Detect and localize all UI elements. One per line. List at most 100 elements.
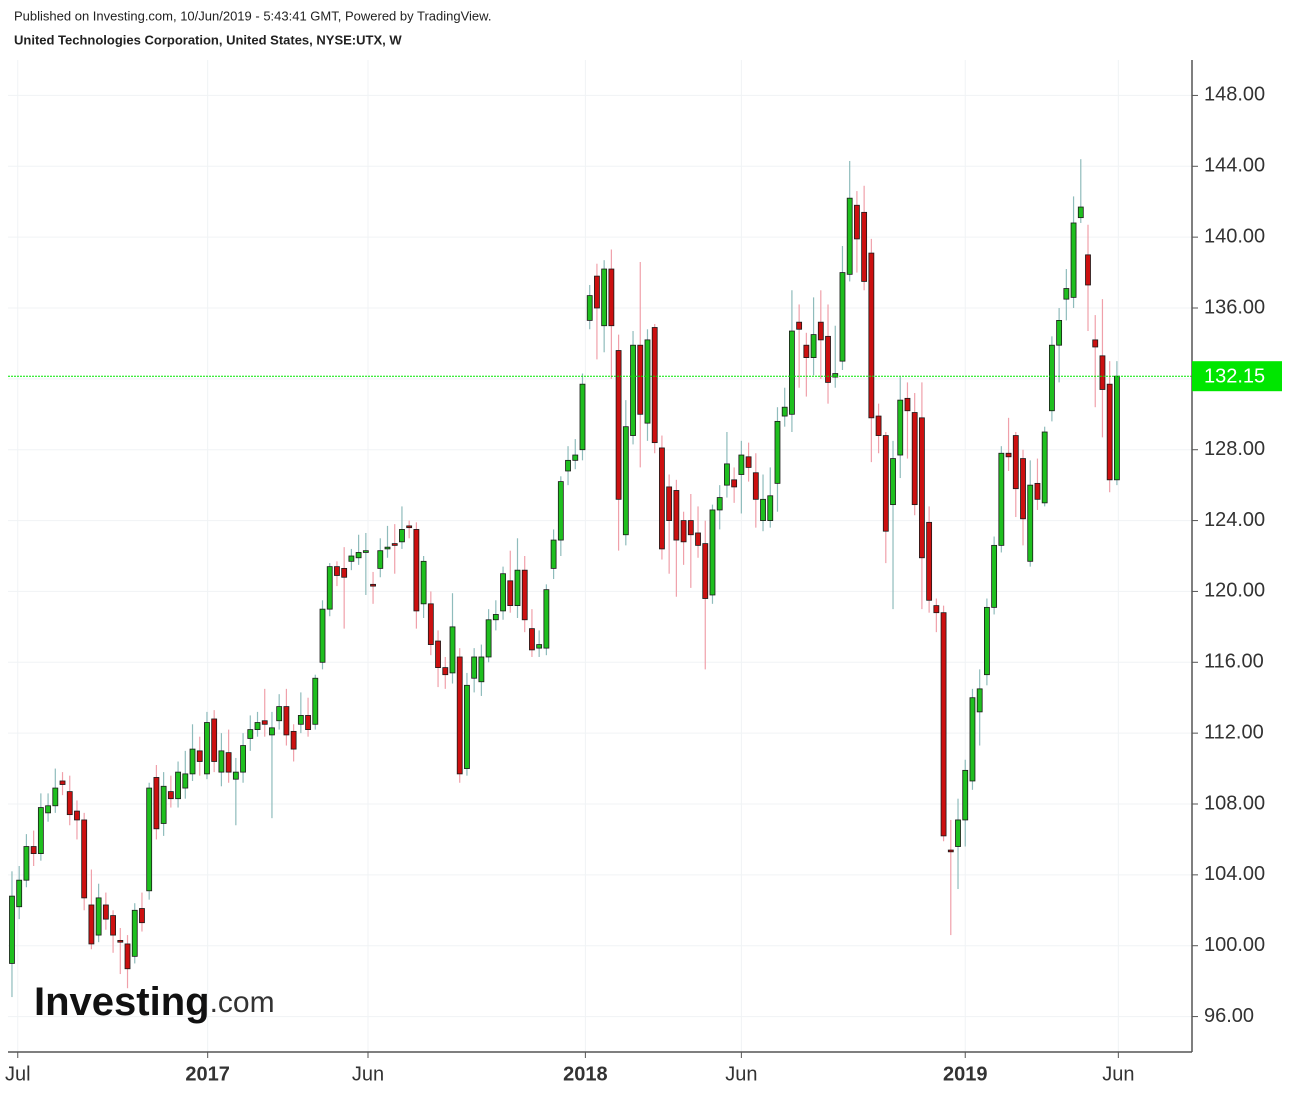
- candle-body: [175, 771, 181, 800]
- candle-body: [391, 543, 398, 546]
- candle-body: [745, 456, 752, 468]
- candle-body: [644, 339, 651, 424]
- candle-body: [1070, 222, 1077, 298]
- candle-body: [1113, 375, 1120, 481]
- y-tick-label: 144.00: [1204, 155, 1265, 177]
- candle-body: [550, 539, 557, 569]
- candle-body: [846, 197, 853, 275]
- candle-body: [348, 555, 355, 562]
- candle-body: [471, 656, 478, 679]
- candle-body: [536, 644, 543, 649]
- candle-body: [1077, 206, 1084, 219]
- y-tick-label: 128.00: [1204, 438, 1265, 460]
- candle-body: [940, 612, 947, 837]
- y-tick-label: 136.00: [1204, 296, 1265, 318]
- candle-body: [45, 805, 51, 814]
- candle-body: [976, 688, 983, 713]
- axis-labels: 96.00 100.00 104.00 108.00 112.00 116.00 120.0…: [5, 84, 1282, 1085]
- candle-body: [420, 560, 427, 605]
- candle-body: [500, 573, 506, 612]
- symbol-title: United Technologies Corporation, United …: [14, 32, 402, 47]
- candle-body: [74, 810, 80, 821]
- candle-body: [854, 204, 860, 240]
- candle-body: [890, 458, 896, 506]
- candle-body: [1056, 319, 1063, 346]
- candle-body: [514, 569, 521, 607]
- candle-body: [211, 718, 218, 762]
- candle-body: [687, 520, 694, 536]
- candle-body: [1085, 254, 1091, 286]
- candle-body: [991, 544, 998, 608]
- candle-body: [594, 275, 600, 309]
- candle-body: [651, 327, 658, 444]
- candle-body: [110, 915, 116, 936]
- candle-body: [456, 656, 463, 775]
- candle-body: [153, 777, 160, 830]
- candle-body: [406, 525, 413, 529]
- candle-body: [984, 606, 990, 676]
- candle-body: [160, 785, 167, 824]
- candle-body: [117, 940, 124, 943]
- candle-body: [882, 435, 889, 532]
- candle-body: [565, 459, 571, 472]
- candle-body: [572, 454, 579, 461]
- candles: [8, 159, 1192, 998]
- candle-body: [810, 334, 817, 359]
- candle-body: [608, 268, 615, 327]
- candle-body: [254, 722, 261, 730]
- candle-body: [796, 321, 803, 330]
- candle-body: [341, 568, 348, 578]
- candle-body: [579, 383, 586, 451]
- candle-body: [23, 846, 30, 881]
- y-tick-label: 108.00: [1204, 792, 1265, 814]
- candle-body: [312, 677, 319, 725]
- candle-body: [182, 773, 189, 789]
- candle-body: [290, 730, 297, 750]
- candle-body: [955, 819, 961, 847]
- candle-body: [9, 895, 15, 964]
- candle-body: [1092, 339, 1099, 348]
- candle-body: [427, 603, 434, 645]
- y-tick-label: 96.00: [1204, 1005, 1254, 1027]
- candle-body: [724, 463, 730, 486]
- candle-body: [738, 454, 745, 475]
- candle-body: [875, 415, 882, 436]
- candle-body: [911, 412, 918, 506]
- candle-body: [586, 295, 593, 321]
- candle-body: [319, 608, 326, 663]
- candle-body: [767, 495, 774, 521]
- candle-body: [196, 750, 203, 762]
- candle-body: [435, 640, 441, 668]
- watermark: Investing.com: [34, 980, 275, 1024]
- candle-body: [969, 697, 976, 782]
- candle-body: [630, 344, 636, 436]
- candle-body: [218, 750, 225, 773]
- candle-body: [716, 497, 723, 511]
- candle-body: [998, 452, 1005, 546]
- candle-body: [557, 481, 564, 541]
- candle-body: [52, 787, 59, 807]
- candle-body: [276, 706, 283, 722]
- candle-body: [485, 619, 492, 658]
- candle-body: [261, 720, 268, 725]
- candle-body: [1099, 355, 1106, 390]
- candle-body: [825, 335, 831, 383]
- grid: [8, 60, 1192, 1052]
- candle-body: [283, 706, 290, 736]
- candle-body: [240, 745, 246, 773]
- candle-body: [817, 321, 824, 341]
- candle-body: [897, 399, 904, 456]
- x-tick-label: Jul: [5, 1063, 31, 1085]
- candle-body: [709, 509, 716, 596]
- candle-body: [926, 521, 933, 601]
- y-tick-label: 112.00: [1204, 721, 1264, 743]
- candle-body: [659, 447, 665, 550]
- candle-body: [521, 569, 528, 621]
- candle-body: [919, 417, 925, 559]
- candle-body: [1106, 383, 1113, 481]
- candle-body: [529, 628, 535, 651]
- candle-body: [868, 252, 875, 419]
- y-tick-label: 100.00: [1204, 934, 1265, 956]
- candle-body: [731, 479, 738, 488]
